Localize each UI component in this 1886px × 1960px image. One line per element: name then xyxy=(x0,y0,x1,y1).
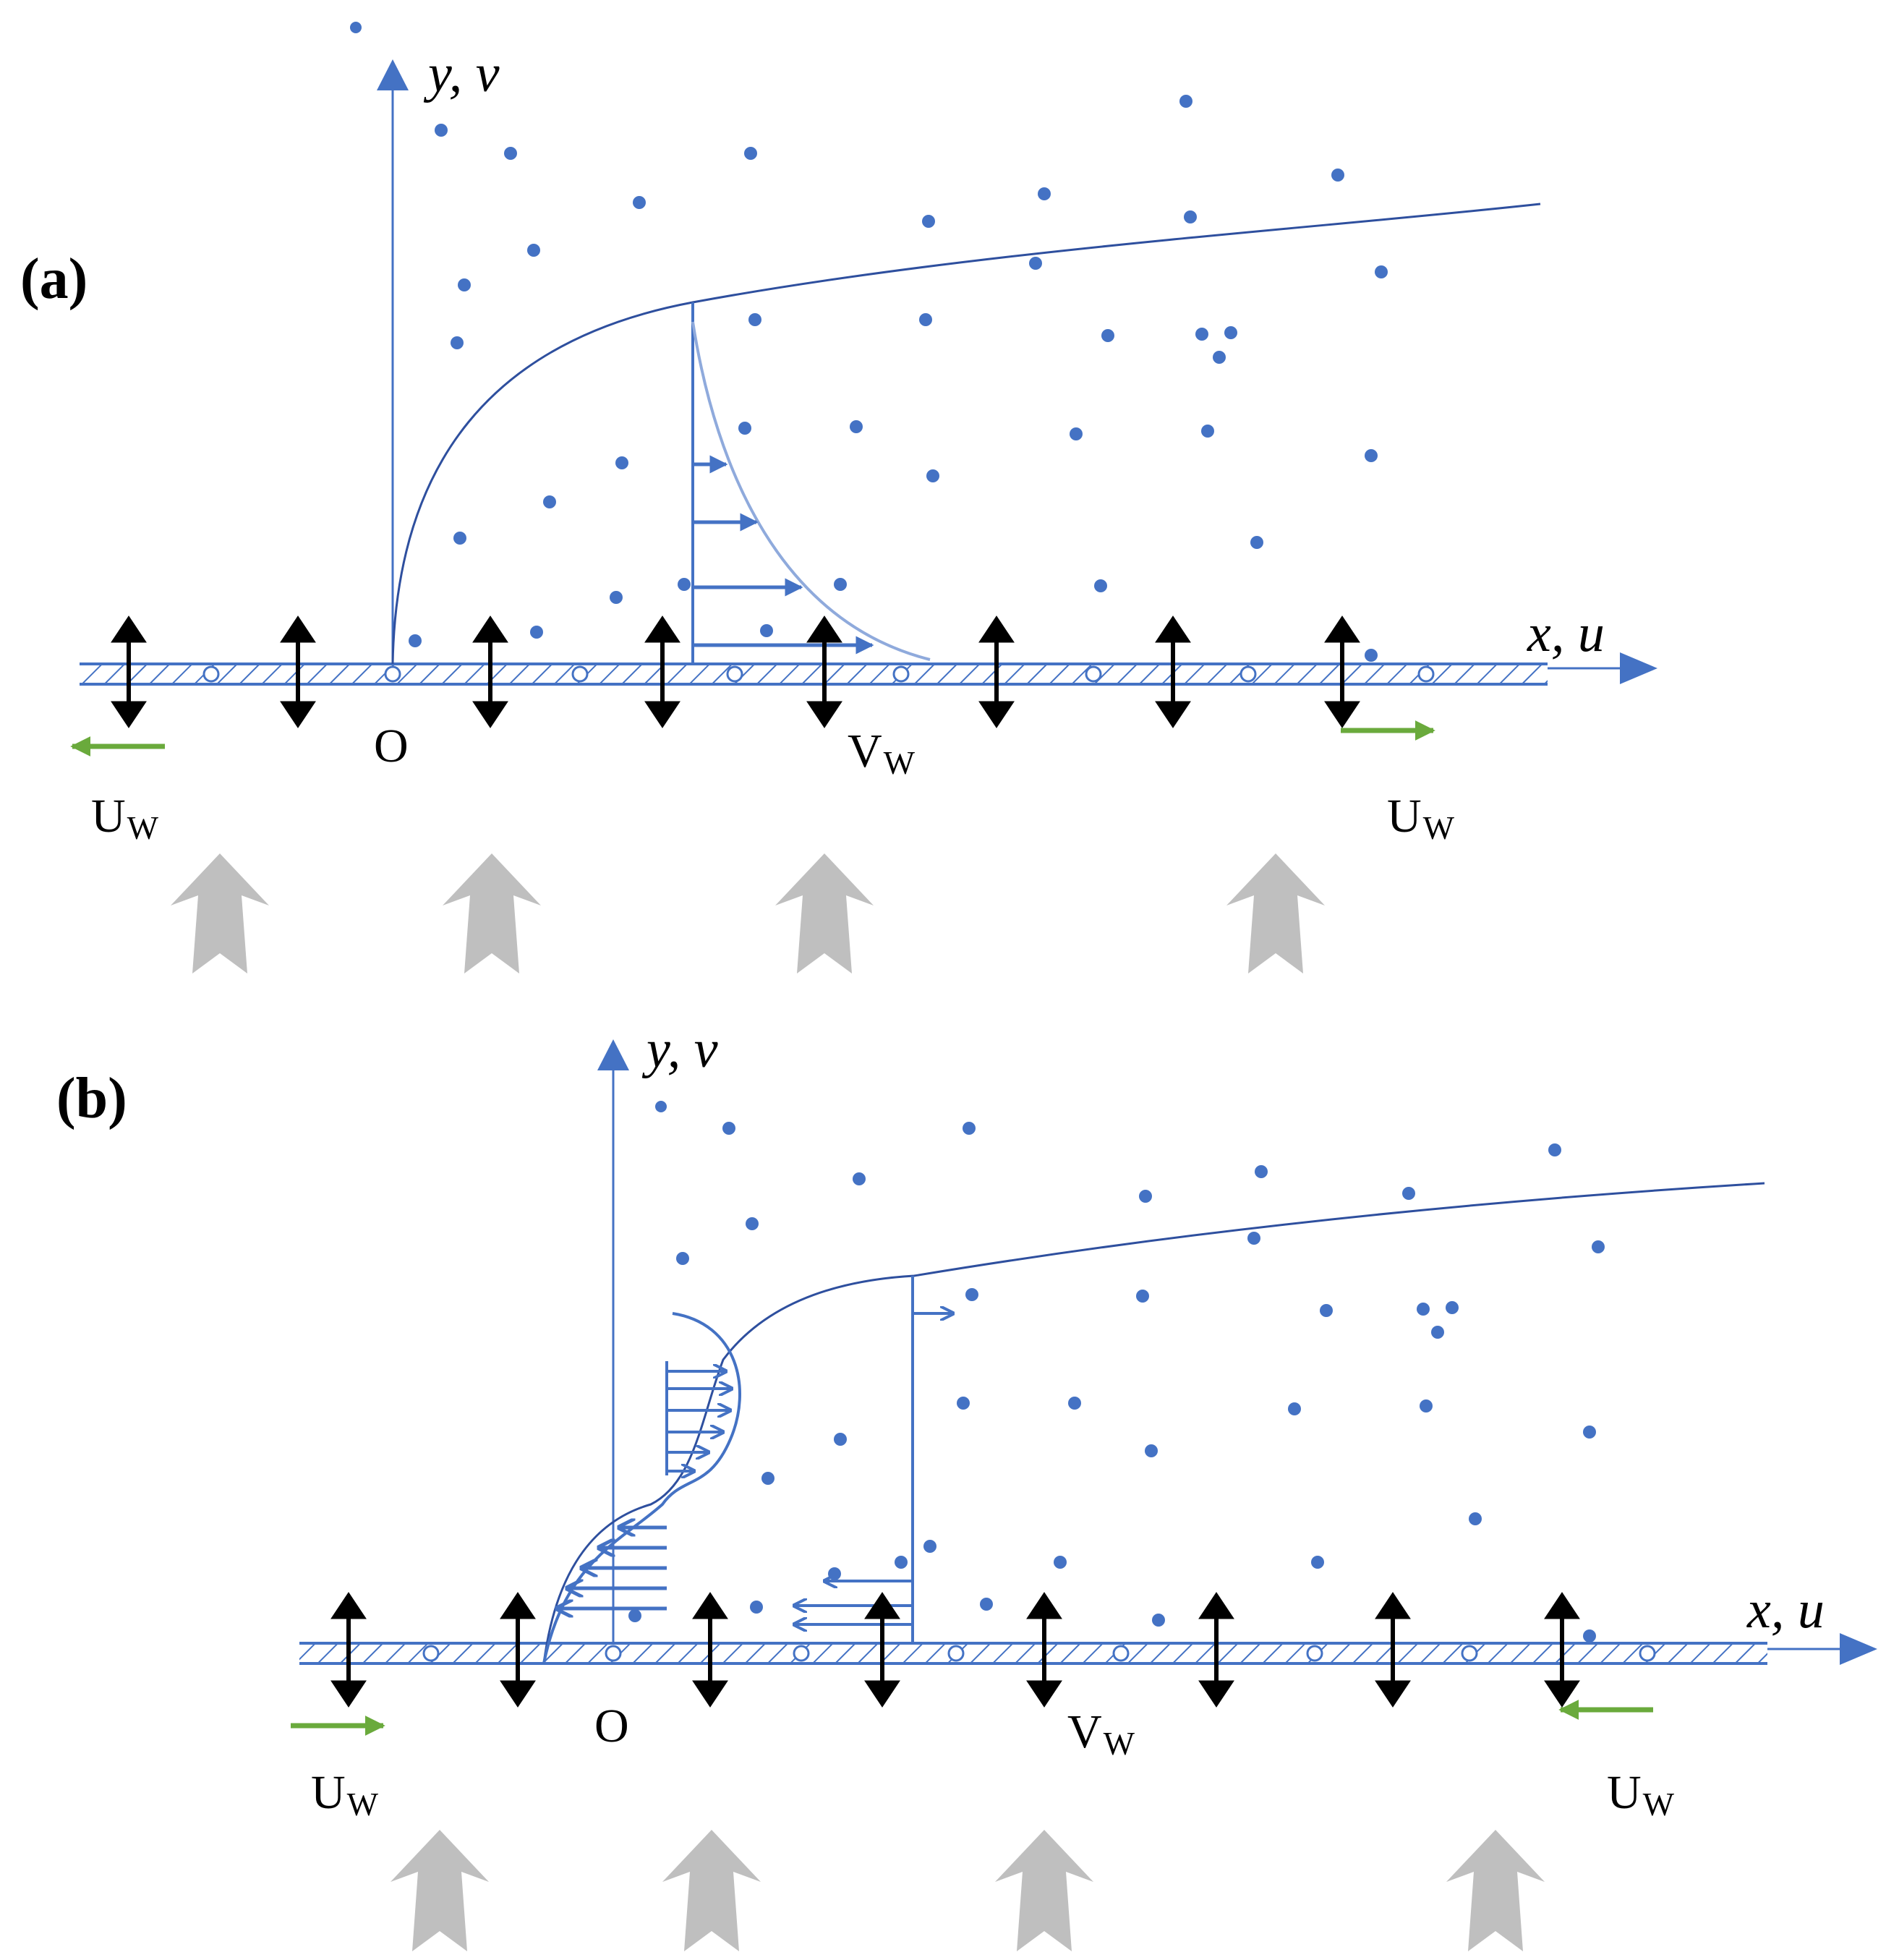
double-arrow-icon xyxy=(330,1592,367,1708)
up-arrow-icon xyxy=(1226,853,1325,973)
double-arrow-icon xyxy=(280,615,316,728)
panel-a-label: (a) xyxy=(20,247,88,311)
panel-a-wall-velocity-subscript-right: W xyxy=(1423,809,1455,846)
double-arrow-icon xyxy=(472,615,508,728)
panel-b: (b) y, v xyxy=(56,1020,1877,1951)
double-arrow-icon xyxy=(644,615,680,728)
panel-a-wall-velocity-label-right: U xyxy=(1387,790,1422,843)
panel-a-boundary-layer-edge xyxy=(391,203,1541,665)
up-arrow-icon xyxy=(171,853,269,973)
panel-b-y-axis-arrowhead xyxy=(597,1039,629,1070)
up-arrow-icon xyxy=(391,1830,489,1951)
up-arrow-icon xyxy=(662,1830,761,1951)
svg-text:UW: UW xyxy=(1607,1766,1675,1823)
panel-a-wall xyxy=(80,662,1548,686)
double-arrow-icon xyxy=(111,615,147,728)
panel-b-label: (b) xyxy=(56,1067,127,1130)
panel-b-wall-velocity-label-right: U xyxy=(1607,1766,1642,1819)
panel-a-x-axis-label: x, u xyxy=(1527,604,1605,663)
double-arrow-icon xyxy=(864,1592,900,1708)
panel-a-x-axis-arrowhead xyxy=(1620,652,1657,684)
panel-b-wall-velocity-label-left: U xyxy=(311,1766,346,1819)
svg-text:UW: UW xyxy=(1387,790,1455,846)
panel-a-velocity-profile xyxy=(691,302,931,664)
panel-a-y-axis-label: y, v xyxy=(423,44,500,103)
double-arrow-icon xyxy=(692,1592,728,1708)
panel-b-x-axis-arrowhead xyxy=(1840,1633,1877,1665)
panel-a-origin-label: O xyxy=(374,720,409,772)
double-arrow-icon xyxy=(806,615,842,728)
panel-a-wall-velocity-subscript-left: W xyxy=(127,809,159,846)
panel-b-velocity-profile-downstream xyxy=(794,1276,953,1643)
svg-text:UW: UW xyxy=(311,1766,379,1823)
panel-a-suction-subscript: W xyxy=(884,744,916,781)
double-arrow-icon xyxy=(1324,615,1360,728)
panel-b-velocity-profile-reversed xyxy=(542,1312,741,1664)
panel-a: (a) y, v xyxy=(20,22,1657,973)
double-arrow-icon xyxy=(1026,1592,1062,1708)
panel-b-origin-label: O xyxy=(594,1700,629,1752)
double-arrow-icon xyxy=(1544,1592,1580,1708)
panel-a-suction-arrows xyxy=(111,615,1360,728)
panel-b-wall-velocity-subscript-right: W xyxy=(1643,1786,1675,1823)
up-arrow-icon xyxy=(443,853,541,973)
up-arrow-icon xyxy=(995,1830,1093,1951)
panel-b-suction-label: V xyxy=(1067,1705,1102,1758)
panel-b-free-stream-arrows xyxy=(391,1830,1545,1951)
panel-b-boundary-layer-edge xyxy=(542,1182,1765,1664)
double-arrow-icon xyxy=(1198,1592,1234,1708)
svg-text:VW: VW xyxy=(1067,1705,1135,1762)
up-arrow-icon xyxy=(775,853,874,973)
svg-text:VW: VW xyxy=(848,725,916,781)
up-arrow-icon xyxy=(1446,1830,1545,1951)
double-arrow-icon xyxy=(500,1592,536,1708)
panel-a-wall-velocity-label-left: U xyxy=(91,790,126,843)
panel-a-particles xyxy=(350,22,1388,662)
panel-b-wall-velocity-subscript-left: W xyxy=(347,1786,379,1823)
panel-b-particles xyxy=(628,1101,1605,1642)
double-arrow-icon xyxy=(1155,615,1191,728)
panel-b-suction-subscript: W xyxy=(1104,1725,1135,1762)
svg-text:UW: UW xyxy=(91,790,159,846)
panel-b-y-axis-label: y, v xyxy=(641,1020,718,1079)
double-arrow-icon xyxy=(1375,1592,1411,1708)
panel-a-y-axis-arrowhead xyxy=(377,59,409,90)
panel-a-free-stream-arrows xyxy=(171,853,1325,973)
double-arrow-icon xyxy=(978,615,1015,728)
panel-b-x-axis-label: x, u xyxy=(1746,1580,1825,1640)
panel-b-suction-arrows xyxy=(330,1592,1580,1708)
panel-a-suction-label: V xyxy=(848,725,882,777)
